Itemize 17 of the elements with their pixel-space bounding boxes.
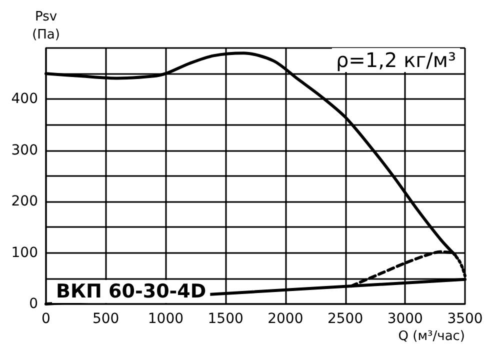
y-tick-label: 300 bbox=[11, 142, 38, 158]
y-tick-label: 200 bbox=[11, 194, 38, 210]
x-axis-title: Q (м³/час) bbox=[398, 329, 465, 344]
text: ВКП 60-30-4D bbox=[56, 280, 206, 302]
x-tick-label: 3500 bbox=[447, 311, 483, 327]
annotation: ρ=1,2 кг/м³ bbox=[336, 48, 456, 72]
y-tick-label: 400 bbox=[11, 91, 38, 108]
x-tick-label: 500 bbox=[92, 311, 120, 327]
x-tick-label: 0 bbox=[42, 311, 50, 327]
x-tick-label: 2500 bbox=[327, 311, 364, 327]
x-tick-label: 3000 bbox=[387, 311, 423, 327]
y-axis-title: Psv (Па) bbox=[32, 10, 60, 42]
y-tick-label: 0 bbox=[29, 296, 38, 312]
x-tick-label: 2000 bbox=[268, 311, 304, 327]
x-tick-label: 1500 bbox=[208, 311, 244, 327]
x-tick-label: 1000 bbox=[148, 311, 184, 327]
y-tick-label: 100 bbox=[11, 244, 38, 261]
